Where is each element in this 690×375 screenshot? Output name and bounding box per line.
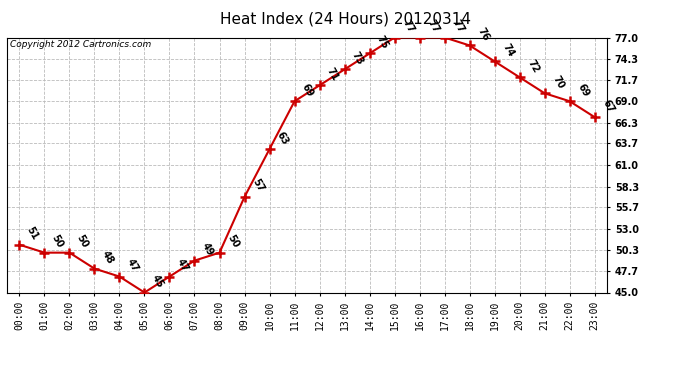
Text: 50: 50	[225, 233, 241, 250]
Text: 75: 75	[375, 34, 391, 51]
Text: 69: 69	[575, 82, 591, 99]
Text: 77: 77	[425, 18, 441, 35]
Text: 77: 77	[450, 18, 466, 35]
Text: 67: 67	[600, 98, 615, 114]
Text: 71: 71	[325, 66, 341, 82]
Text: 69: 69	[300, 82, 315, 99]
Text: 50: 50	[75, 233, 90, 250]
Text: 70: 70	[550, 74, 566, 90]
Text: Copyright 2012 Cartronics.com: Copyright 2012 Cartronics.com	[10, 40, 151, 49]
Text: 45: 45	[150, 273, 166, 290]
Text: 47: 47	[175, 257, 190, 274]
Text: 49: 49	[200, 241, 215, 258]
Text: 51: 51	[25, 225, 41, 242]
Text: 73: 73	[350, 50, 366, 67]
Text: 63: 63	[275, 130, 290, 146]
Text: 50: 50	[50, 233, 66, 250]
Text: 47: 47	[125, 257, 141, 274]
Text: 77: 77	[400, 18, 415, 35]
Text: Heat Index (24 Hours) 20120314: Heat Index (24 Hours) 20120314	[219, 11, 471, 26]
Text: 57: 57	[250, 177, 266, 194]
Text: 74: 74	[500, 42, 515, 58]
Text: 76: 76	[475, 26, 491, 43]
Text: 72: 72	[525, 58, 541, 75]
Text: 48: 48	[100, 249, 115, 266]
